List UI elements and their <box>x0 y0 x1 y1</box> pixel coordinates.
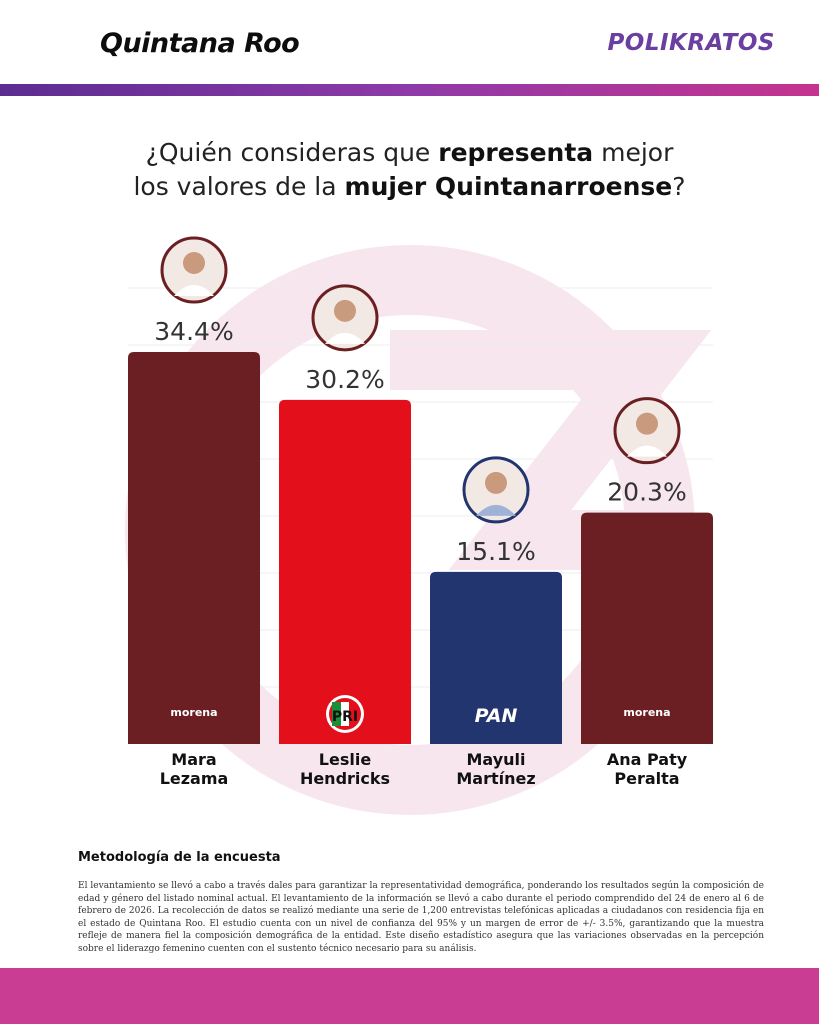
bar <box>128 352 260 744</box>
question-bold: representa <box>438 138 594 167</box>
candidate-name: Peralta <box>614 769 679 788</box>
methodology-title: Metodología de la encuesta <box>78 850 281 865</box>
data-label: 34.4% <box>154 317 233 346</box>
morena-logo: morena <box>170 706 217 719</box>
candidate-name: Martínez <box>456 769 535 788</box>
avatar-body <box>325 332 365 344</box>
methodology-text: El levantamiento se llevó a cabo a travé… <box>78 881 764 954</box>
bar <box>279 399 411 744</box>
candidate-avatar <box>613 397 681 465</box>
data-label: 20.3% <box>607 478 686 507</box>
question-text: mejor <box>593 138 674 167</box>
question-text: ¿Quién consideras que <box>145 138 439 167</box>
avatar-face <box>334 299 356 322</box>
candidate-name: Ana Paty <box>607 750 688 769</box>
question-text: ? <box>672 172 686 201</box>
header-title: Quintana Roo <box>100 28 300 59</box>
candidate-name: Lezama <box>160 769 229 788</box>
question-text: los valores de la <box>133 172 345 201</box>
candidate-avatar <box>311 284 379 352</box>
avatar-body <box>174 285 214 296</box>
avatar-face <box>485 471 507 494</box>
candidate-name: Hendricks <box>300 769 390 788</box>
candidate-avatar <box>462 456 530 524</box>
avatar-face <box>183 252 205 274</box>
candidate-name: Mara <box>171 750 216 769</box>
pri-logo-green <box>332 702 341 726</box>
avatar-face <box>636 412 658 435</box>
data-label: 30.2% <box>305 365 384 394</box>
avatar-body <box>627 445 667 457</box>
data-label: 15.1% <box>456 537 535 566</box>
brand-logo: POLIKRATOS <box>607 30 775 56</box>
morena-logo: morena <box>623 706 670 719</box>
candidate-name: Leslie <box>319 750 372 769</box>
avatar-body <box>476 504 516 516</box>
header-band <box>0 84 819 96</box>
pan-logo: PAN <box>475 705 518 727</box>
candidate-avatar <box>160 236 228 304</box>
pri-logo-white <box>341 702 349 726</box>
bar <box>581 512 713 744</box>
bar <box>430 571 562 744</box>
question-title: ¿Quién consideras que representa mejor l… <box>0 136 819 204</box>
candidate-name: Mayuli <box>466 750 525 769</box>
question-bold: mujer Quintanarroense <box>344 172 673 201</box>
footer-band <box>0 968 819 1024</box>
pri-logo-text: PRI <box>332 709 358 725</box>
